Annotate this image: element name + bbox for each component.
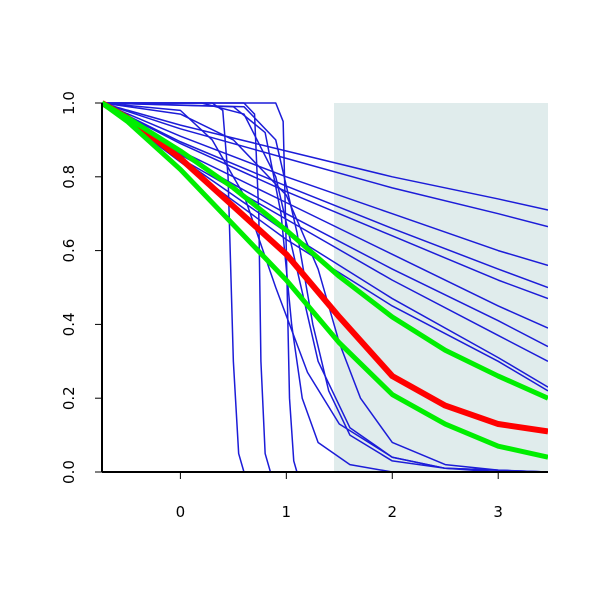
curve [102, 102, 548, 228]
x-tick-label: 0 [176, 503, 186, 521]
curve [102, 102, 548, 473]
x-tick-label: 1 [282, 503, 292, 521]
curve [102, 102, 548, 473]
y-tick-label: 0.4 [60, 312, 78, 336]
curve [102, 102, 548, 473]
curve [102, 102, 548, 473]
y-tick-label: 0.8 [60, 165, 78, 189]
curve [102, 102, 548, 392]
curve [102, 102, 548, 300]
curve [102, 102, 548, 211]
x-tick-label: 3 [493, 503, 503, 521]
x-tick-label: 2 [387, 503, 397, 521]
curve [102, 100, 548, 401]
plot-area [102, 100, 548, 473]
curve [102, 100, 548, 460]
y-tick-label: 1.0 [60, 91, 78, 115]
curve [102, 102, 548, 289]
curve [102, 100, 548, 435]
curve [102, 102, 548, 267]
shaded-region [334, 103, 548, 472]
curve [102, 102, 548, 473]
y-tick-label: 0.0 [60, 460, 78, 484]
curve [102, 102, 548, 473]
y-tick-label: 0.2 [60, 386, 78, 410]
y-tick-label: 0.6 [60, 239, 78, 263]
